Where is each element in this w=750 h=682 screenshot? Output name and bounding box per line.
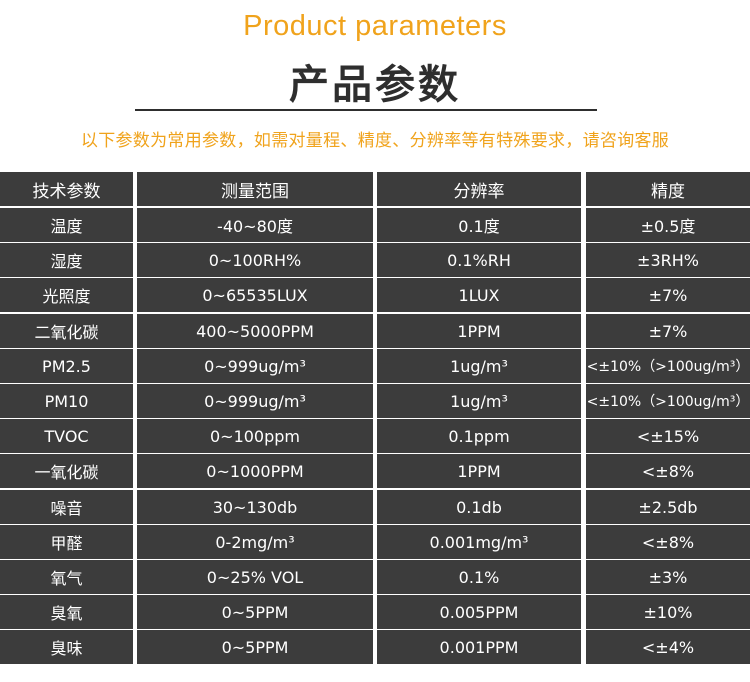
resolution-cell: 0.001mg/m³ <box>377 525 581 559</box>
accuracy-cell: <±8% <box>586 525 750 559</box>
range-cell: 0~1000PPM <box>137 454 373 488</box>
parameter-cell: 甲醛 <box>0 525 133 559</box>
accuracy-cell: ±0.5度 <box>586 208 750 242</box>
table-row: PM10 0~999ug/m³ 1ug/m³ <±10%（>100ug/m³） <box>0 384 750 418</box>
accuracy-cell: <±4% <box>586 630 750 664</box>
table-row: 噪音 30~130db 0.1db ±2.5db <box>0 490 750 524</box>
resolution-cell: 0.1ppm <box>377 419 581 453</box>
subtitle-english: Product parameters <box>243 10 507 42</box>
parameter-cell: PM10 <box>0 384 133 418</box>
table-row: 湿度 0~100RH% 0.1%RH ±3RH% <box>0 243 750 277</box>
table-row: TVOC 0~100ppm 0.1ppm <±15% <box>0 419 750 453</box>
parameters-table: 技术参数 测量范围 分辨率 精度 温度 -40~80度 0.1度 ±0.5度 湿度 0~1… <box>0 172 750 664</box>
resolution-cell: 0.001PPM <box>377 630 581 664</box>
accuracy-cell: <±8% <box>586 454 750 488</box>
range-cell: 0~5PPM <box>137 630 373 664</box>
parameter-cell: 温度 <box>0 208 133 242</box>
table-row: 臭味 0~5PPM 0.001PPM <±4% <box>0 630 750 664</box>
column-header-parameter: 技术参数 <box>0 172 133 206</box>
parameter-cell: PM2.5 <box>0 349 133 383</box>
parameter-cell: 二氧化碳 <box>0 314 133 348</box>
table-row: 温度 -40~80度 0.1度 ±0.5度 <box>0 208 750 242</box>
resolution-cell: 1ug/m³ <box>377 384 581 418</box>
resolution-cell: 1PPM <box>377 314 581 348</box>
accuracy-cell: <±15% <box>586 419 750 453</box>
range-cell: 0~25% VOL <box>137 560 373 594</box>
resolution-cell: 0.1度 <box>377 208 581 242</box>
range-cell: 0~5PPM <box>137 595 373 629</box>
accuracy-cell: ±10% <box>586 595 750 629</box>
table-row: 甲醛 0-2mg/m³ 0.001mg/m³ <±8% <box>0 525 750 559</box>
resolution-cell: 0.1db <box>377 490 581 524</box>
parameter-cell: TVOC <box>0 419 133 453</box>
table-row: 一氧化碳 0~1000PPM 1PPM <±8% <box>0 454 750 488</box>
resolution-cell: 1PPM <box>377 454 581 488</box>
parameter-cell: 一氧化碳 <box>0 454 133 488</box>
range-cell: 0~65535LUX <box>137 278 373 312</box>
column-header-range: 测量范围 <box>137 172 373 206</box>
accuracy-cell: ±2.5db <box>586 490 750 524</box>
resolution-cell: 0.1% <box>377 560 581 594</box>
range-cell: 0~100RH% <box>137 243 373 277</box>
table-header-row: 技术参数 测量范围 分辨率 精度 <box>0 172 750 206</box>
range-cell: 0~999ug/m³ <box>137 384 373 418</box>
range-cell: 0~100ppm <box>137 419 373 453</box>
page-title: 产品参数 <box>289 62 461 108</box>
accuracy-cell: ±3% <box>586 560 750 594</box>
accuracy-cell: <±10%（>100ug/m³） <box>586 349 750 383</box>
resolution-cell: 1LUX <box>377 278 581 312</box>
resolution-cell: 0.005PPM <box>377 595 581 629</box>
accuracy-cell: ±3RH% <box>586 243 750 277</box>
table-row: 二氧化碳 400~5000PPM 1PPM ±7% <box>0 314 750 348</box>
accuracy-cell: ±7% <box>586 278 750 312</box>
range-cell: 400~5000PPM <box>137 314 373 348</box>
parameter-cell: 噪音 <box>0 490 133 524</box>
column-header-accuracy: 精度 <box>586 172 750 206</box>
range-cell: 0-2mg/m³ <box>137 525 373 559</box>
range-cell: -40~80度 <box>137 208 373 242</box>
table-row: 臭氧 0~5PPM 0.005PPM ±10% <box>0 595 750 629</box>
parameter-cell: 湿度 <box>0 243 133 277</box>
accuracy-cell: <±10%（>100ug/m³） <box>586 384 750 418</box>
parameter-cell: 光照度 <box>0 278 133 312</box>
table-row: PM2.5 0~999ug/m³ 1ug/m³ <±10%（>100ug/m³） <box>0 349 750 383</box>
range-cell: 30~130db <box>137 490 373 524</box>
accuracy-cell: ±7% <box>586 314 750 348</box>
range-cell: 0~999ug/m³ <box>137 349 373 383</box>
parameter-cell: 臭氧 <box>0 595 133 629</box>
parameter-cell: 氧气 <box>0 560 133 594</box>
column-header-resolution: 分辨率 <box>377 172 581 206</box>
table-row: 光照度 0~65535LUX 1LUX ±7% <box>0 278 750 312</box>
notice-text: 以下参数为常用参数，如需对量程、精度、分辨率等有特殊要求，请咨询客服 <box>80 131 670 151</box>
table-row: 氧气 0~25% VOL 0.1% ±3% <box>0 560 750 594</box>
title-divider <box>135 109 597 111</box>
resolution-cell: 0.1%RH <box>377 243 581 277</box>
parameter-cell: 臭味 <box>0 630 133 664</box>
resolution-cell: 1ug/m³ <box>377 349 581 383</box>
